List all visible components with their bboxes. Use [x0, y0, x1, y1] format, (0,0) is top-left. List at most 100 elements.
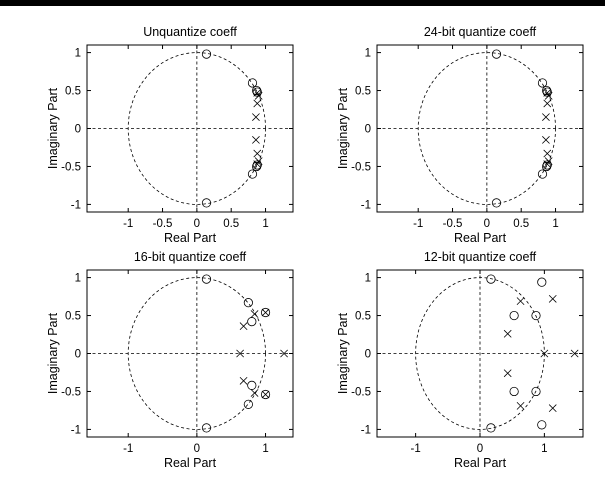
y-tick-label: 1 [75, 273, 81, 285]
pole-marker [280, 349, 288, 358]
y-tick-label: 0.5 [355, 86, 371, 98]
pole-marker [548, 294, 557, 303]
zero-marker [509, 386, 519, 397]
pole-marker [542, 136, 550, 144]
zero-marker [537, 420, 547, 430]
x-tick-label: 0 [477, 443, 483, 455]
y-axis-label: Imaginary Part [336, 312, 350, 394]
pole-marker [236, 349, 245, 358]
zero-marker [247, 169, 258, 179]
y-tick-label: 1 [365, 48, 371, 60]
pole-marker [250, 310, 259, 318]
pole-marker [253, 149, 262, 158]
x-axis-label: Real Part [454, 456, 507, 470]
y-tick-label: -0.5 [61, 386, 81, 398]
y-axis-label: Imaginary Part [46, 312, 60, 394]
subplot-4: -1 0 1 -1 -0.5 0 0.5 1 12-bit quantize coeff Real… [336, 250, 584, 470]
zero-marker [486, 423, 496, 433]
x-tick-label: 0 [194, 443, 200, 455]
x-axis-label: Real Part [454, 231, 507, 245]
y-tick-label: 0 [365, 124, 371, 136]
x-tick-label: 0 [484, 218, 490, 230]
y-tick-label: 0.5 [65, 311, 81, 323]
pole-marker [254, 91, 263, 100]
subplot-2: -1 -0.5 0 0.5 1 -1 -0.5 0 0.5 1 24-bit quantize co… [336, 25, 584, 245]
pole-marker [239, 322, 248, 331]
pole-marker [516, 297, 525, 306]
pole-marker [239, 376, 248, 385]
x-tick-label: -1 [413, 218, 423, 230]
subplot-title: Unquantize coeff [143, 25, 237, 39]
pole-marker [544, 91, 553, 100]
x-tick-label: -1 [123, 218, 133, 230]
pole-marker [253, 160, 262, 169]
zero-marker [542, 85, 552, 96]
zero-marker [537, 277, 547, 287]
x-tick-label: 0.5 [513, 218, 529, 230]
zero-marker [537, 169, 548, 179]
y-tick-label: -1 [71, 199, 81, 211]
subplot-title: 12-bit quantize coeff [424, 250, 537, 264]
y-tick-label: 0 [75, 124, 81, 136]
pole-marker [543, 160, 552, 169]
zero-marker [247, 317, 257, 327]
zero-marker [201, 49, 212, 59]
plot-frame [86, 269, 294, 438]
subplot-title: 24-bit quantize coeff [424, 25, 537, 39]
zero-marker [491, 49, 502, 59]
x-tick-label: -1 [411, 443, 421, 455]
x-tick-label: 1 [552, 218, 558, 230]
pole-marker [261, 308, 270, 317]
pole-marker [252, 113, 260, 121]
pole-marker [548, 404, 557, 413]
zero-marker [542, 161, 552, 172]
zero-marker [201, 198, 212, 208]
pole-marker [516, 401, 525, 410]
zero-marker [531, 310, 541, 321]
zero-marker [491, 198, 502, 208]
pole-marker [261, 390, 270, 399]
zero-marker [201, 423, 212, 433]
y-axis-label: Imaginary Part [336, 87, 350, 169]
zero-marker [252, 87, 262, 97]
zero-marker [201, 274, 212, 284]
y-tick-label: -0.5 [351, 386, 371, 398]
x-tick-label: 0.5 [223, 218, 239, 230]
subplot-1: -1 -0.5 0 0.5 1 -1 -0.5 0 0.5 1 Unquantize coeff Re… [46, 25, 294, 245]
subplot-title: 16-bit quantize coeff [134, 250, 247, 264]
zero-marker [252, 160, 262, 170]
x-tick-label: 1 [262, 218, 268, 230]
y-axis-label: Imaginary Part [46, 87, 60, 169]
zero-marker [542, 160, 552, 170]
x-axis-label: Real Part [164, 456, 217, 470]
zero-marker [243, 399, 253, 409]
x-tick-label: -0.5 [153, 218, 173, 230]
plot-frame [86, 44, 294, 213]
pole-marker [503, 369, 512, 378]
y-tick-label: 0.5 [355, 311, 371, 323]
pole-marker [252, 136, 260, 144]
zero-marker [252, 161, 262, 172]
top-border-bar [0, 0, 605, 6]
zero-marker [260, 389, 271, 400]
y-tick-label: 1 [365, 273, 371, 285]
y-tick-label: 1 [75, 48, 81, 60]
zero-marker [243, 298, 253, 308]
y-tick-label: 0 [365, 349, 371, 361]
pole-marker [570, 349, 579, 358]
y-tick-label: -1 [361, 424, 371, 436]
x-tick-label: -1 [123, 443, 133, 455]
zero-marker [252, 85, 262, 96]
zero-marker [531, 386, 541, 397]
x-tick-label: -0.5 [443, 218, 463, 230]
y-tick-label: 0 [75, 349, 81, 361]
zero-marker [247, 380, 257, 390]
pole-marker [253, 99, 262, 108]
y-tick-label: 0.5 [65, 86, 81, 98]
zero-marker [486, 274, 496, 284]
pole-marker [543, 149, 552, 158]
pole-marker [503, 329, 512, 338]
plot-frame [376, 44, 584, 213]
x-tick-label: 1 [541, 443, 547, 455]
